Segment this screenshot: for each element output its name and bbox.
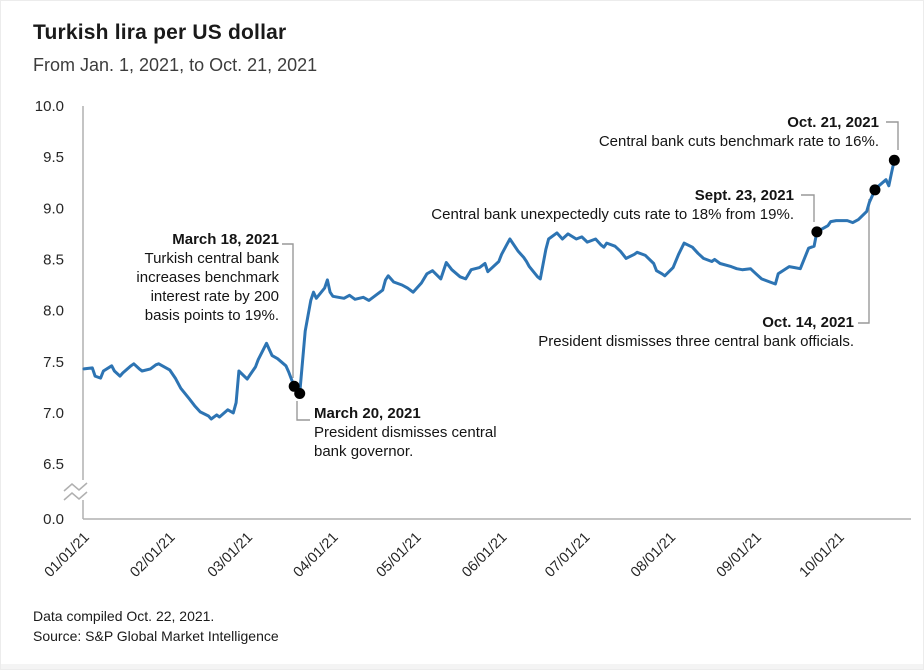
y-tick-label: 7.0	[43, 405, 64, 422]
annotation-mar20-text: President dismisses central bank governo…	[314, 424, 497, 460]
y-tick-label: 9.0	[43, 200, 64, 217]
annotation-mar18-text: Turkish central bank increases benchmark…	[136, 250, 279, 324]
x-tick-label: 01/01/21	[42, 530, 93, 581]
bottom-divider	[1, 664, 923, 669]
annotation-sep23-text: Central bank unexpectedly cuts rate to 1…	[431, 206, 794, 223]
annotation-mar18-date: March 18, 2021	[172, 231, 279, 248]
usdtry-line-series	[82, 158, 896, 421]
x-tick-label: 07/01/21	[542, 530, 593, 581]
event-dot-sep23	[811, 226, 823, 238]
axis-break-icon	[63, 482, 88, 492]
x-tick-label: 02/01/21	[127, 530, 178, 581]
annotation-mar18: March 18, 2021 Turkish central bank incr…	[117, 230, 279, 325]
annotation-connector-line	[282, 243, 294, 378]
x-tick-label: 03/01/21	[205, 530, 256, 581]
y-tick-label: 7.5	[43, 354, 64, 371]
annotation-oct14: Oct. 14, 2021 President dismisses three …	[538, 313, 854, 351]
y-tick-label: 9.5	[43, 149, 64, 166]
annotation-mar20-date: March 20, 2021	[314, 405, 421, 422]
axis-break-icon	[63, 491, 88, 501]
event-dot-oct21	[888, 154, 900, 166]
annotation-oct14-date: Oct. 14, 2021	[762, 314, 854, 331]
page-subtitle: From Jan. 1, 2021, to Oct. 21, 2021	[33, 55, 318, 75]
annotation-mar20: March 20, 2021 President dismisses centr…	[314, 404, 504, 461]
y-tick-label: 6.5	[43, 456, 64, 473]
annotation-connector-line	[296, 401, 310, 421]
annotation-sep23-date: Sept. 23, 2021	[694, 187, 794, 204]
annotation-sep23: Sept. 23, 2021 Central bank unexpectedly…	[431, 186, 794, 224]
y-tick-label: 8.0	[43, 303, 64, 320]
x-tick-label: 09/01/21	[714, 530, 765, 581]
annotation-connector-line	[858, 199, 870, 324]
event-dot-oct14	[869, 184, 881, 196]
page-title: Turkish lira per US dollar	[33, 21, 287, 44]
x-tick-label: 06/01/21	[459, 530, 510, 581]
annotation-oct21: Oct. 21, 2021 Central bank cuts benchmar…	[599, 113, 879, 151]
y-tick-label: 10.0	[35, 98, 64, 115]
annotation-connector-line	[886, 121, 899, 150]
y-tick-label: 8.5	[43, 251, 64, 268]
x-tick-label: 05/01/21	[373, 530, 424, 581]
data-compiled-note: Data compiled Oct. 22, 2021.	[33, 608, 215, 624]
annotation-oct21-text: Central bank cuts benchmark rate to 16%.	[598, 133, 879, 150]
annotation-oct21-date: Oct. 21, 2021	[787, 114, 879, 131]
y-tick-label: 0.0	[43, 511, 64, 528]
event-dot-mar20	[294, 387, 306, 399]
x-tick-label: 10/01/21	[797, 530, 848, 581]
x-tick-label: 04/01/21	[291, 530, 342, 581]
annotation-oct14-text: President dismisses three central bank o…	[538, 333, 854, 350]
source-note: Source: S&P Global Market Intelligence	[33, 628, 279, 644]
x-tick-label: 08/01/21	[628, 530, 679, 581]
annotation-connector-line	[801, 194, 815, 222]
